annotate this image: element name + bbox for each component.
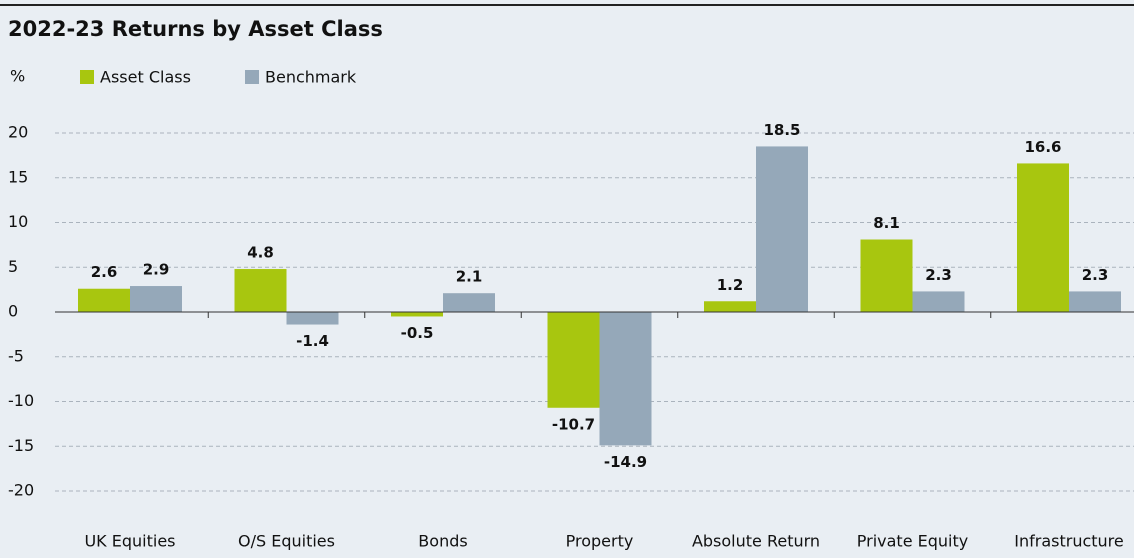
bar xyxy=(756,146,808,312)
value-label: 2.9 xyxy=(143,261,170,279)
y-tick-label: -15 xyxy=(8,436,34,455)
value-label: 16.6 xyxy=(1024,138,1061,156)
x-tick-label: Absolute Return xyxy=(692,532,820,551)
bar xyxy=(286,312,339,325)
x-tick-label: Bonds xyxy=(418,532,467,551)
y-tick-label: 0 xyxy=(8,302,18,321)
chart-title: 2022-23 Returns by Asset Class xyxy=(8,17,383,41)
value-label: 2.3 xyxy=(1082,266,1109,284)
y-tick-label: -10 xyxy=(8,391,34,410)
x-tick-label: Infrastructure xyxy=(1014,532,1123,551)
value-label: -14.9 xyxy=(604,453,647,471)
x-tick-label: Property xyxy=(566,532,634,551)
bar xyxy=(443,293,495,312)
bar xyxy=(1069,291,1121,312)
value-label: 8.1 xyxy=(873,214,900,232)
legend-swatch xyxy=(245,70,259,84)
value-label: 2.6 xyxy=(91,263,118,281)
value-label: 2.1 xyxy=(456,268,483,286)
value-label: 1.2 xyxy=(717,276,744,294)
x-tick-label: Private Equity xyxy=(857,532,968,551)
y-unit: % xyxy=(10,67,25,86)
bar xyxy=(599,312,652,446)
y-tick-label: 20 xyxy=(8,123,28,142)
value-label: -0.5 xyxy=(401,324,434,342)
legend-label: Asset Class xyxy=(100,68,191,87)
bar xyxy=(130,286,182,312)
bar xyxy=(704,301,756,312)
bar xyxy=(1017,163,1069,312)
value-label: -10.7 xyxy=(552,415,595,433)
y-tick-label: 5 xyxy=(8,257,18,276)
bar xyxy=(78,288,130,312)
y-tick-label: 10 xyxy=(8,212,28,231)
legend-label: Benchmark xyxy=(265,68,357,87)
x-tick-label: O/S Equities xyxy=(238,532,335,551)
value-label: -1.4 xyxy=(296,332,329,350)
bar xyxy=(547,312,600,408)
y-tick-label: -5 xyxy=(8,346,24,365)
bar xyxy=(234,269,287,312)
value-label: 4.8 xyxy=(247,244,274,262)
value-label: 2.3 xyxy=(925,266,952,284)
bar xyxy=(391,312,443,317)
value-label: 18.5 xyxy=(763,121,800,139)
y-tick-label: -20 xyxy=(8,481,34,500)
x-tick-label: UK Equities xyxy=(84,532,175,551)
y-tick-label: 15 xyxy=(8,167,28,186)
bar xyxy=(860,239,913,312)
legend-swatch xyxy=(80,70,94,84)
bar xyxy=(912,291,965,312)
